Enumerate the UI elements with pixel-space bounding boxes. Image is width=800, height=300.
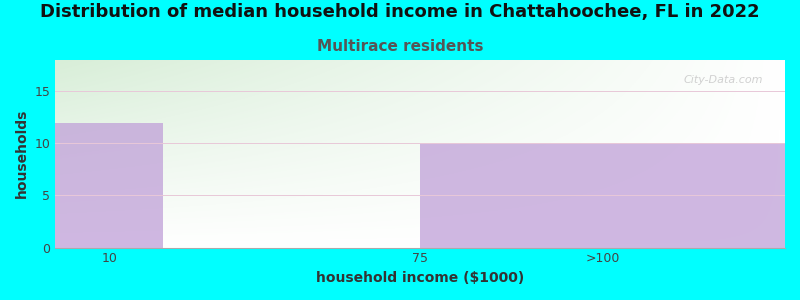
- Text: Distribution of median household income in Chattahoochee, FL in 2022: Distribution of median household income …: [40, 3, 760, 21]
- Y-axis label: households: households: [15, 109, 29, 199]
- Text: Multirace residents: Multirace residents: [317, 39, 483, 54]
- X-axis label: household income ($1000): household income ($1000): [316, 271, 524, 285]
- Bar: [420, 143, 785, 248]
- Bar: [55, 122, 163, 248]
- Text: City-Data.com: City-Data.com: [684, 75, 763, 85]
